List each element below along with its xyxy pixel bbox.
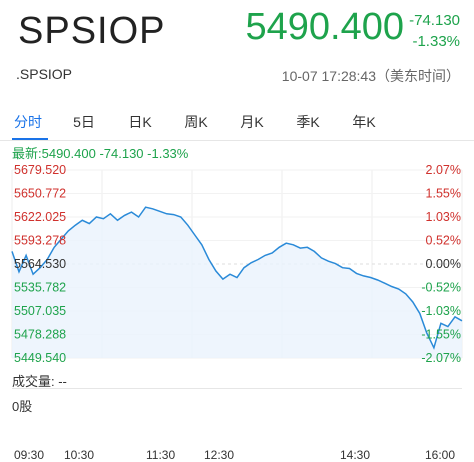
x-tick-label: 12:30 [204, 448, 235, 462]
price-area-fill [12, 207, 462, 358]
change-percent: -1.33% [412, 33, 460, 50]
y-tick-label-right: 0.52% [426, 234, 461, 248]
intraday-chart[interactable]: 5679.520 2.07% 5650.772 1.55% 5622.025 1.03% 5… [0, 160, 474, 368]
y-tick-label-left: 5535.782 [14, 281, 66, 295]
x-tick-label: 09:30 [14, 448, 45, 462]
x-tick-label: 11:30 [146, 448, 176, 462]
y-tick-label-right: -2.07% [421, 351, 461, 365]
y-tick-label-right: 1.55% [426, 187, 461, 201]
y-tick-label-left: 5622.025 [14, 210, 66, 224]
volume-value: 0股 [12, 399, 33, 414]
y-tick-label-right: -0.52% [421, 281, 461, 295]
symbol-title: SPSIOP [18, 10, 166, 52]
tab-5-day[interactable]: 5日 [73, 114, 95, 130]
y-tick-label-right: -1.55% [421, 328, 461, 342]
y-tick-label-left: 5564.530 [14, 257, 66, 271]
x-tick-label: 16:00 [425, 448, 456, 462]
y-tick-label-left: 5507.035 [14, 304, 66, 318]
tab-daily-k[interactable]: 日K [128, 114, 152, 130]
period-tabs: 分时 5日 日K 周K 月K 季K 年K [0, 104, 474, 141]
y-tick-label-right: 0.00% [426, 257, 461, 271]
quote-timestamp: 10-07 17:28:43（美东时间） [281, 68, 460, 84]
divider [12, 388, 462, 389]
y-tick-label-right: -1.03% [421, 304, 461, 318]
tab-intraday[interactable]: 分时 [14, 114, 42, 130]
active-tab-indicator [12, 138, 48, 140]
symbol-code: .SPSIOP [16, 66, 73, 82]
tab-yearly-k[interactable]: 年K [352, 114, 376, 130]
y-tick-label-left: 5478.288 [14, 328, 66, 342]
y-tick-label-left: 5593.278 [14, 234, 66, 248]
tab-monthly-k[interactable]: 月K [240, 114, 264, 130]
time-axis: 09:30 10:30 11:30 12:30 14:30 16:00 [0, 448, 474, 462]
tab-weekly-k[interactable]: 周K [184, 114, 208, 130]
y-tick-label-left: 5449.540 [14, 351, 66, 365]
volume-label: 成交量: -- [12, 374, 67, 389]
y-tick-label-left: 5650.772 [14, 187, 66, 201]
quote-header: SPSIOP 5490.400 -74.130 -1.33% .SPSIOP 1… [0, 0, 474, 92]
change-absolute: -74.130 [409, 12, 460, 29]
y-tick-label-left: 5679.520 [14, 163, 66, 177]
tab-quarterly-k[interactable]: 季K [296, 114, 320, 130]
latest-quote-line: 最新:5490.400 -74.130 -1.33% [12, 146, 189, 161]
price-line [11, 206, 463, 350]
x-tick-label: 14:30 [340, 448, 371, 462]
last-price: 5490.400 [245, 6, 405, 48]
y-tick-label-right: 2.07% [426, 163, 461, 177]
y-tick-label-right: 1.03% [426, 210, 461, 224]
x-tick-label: 10:30 [64, 448, 95, 462]
